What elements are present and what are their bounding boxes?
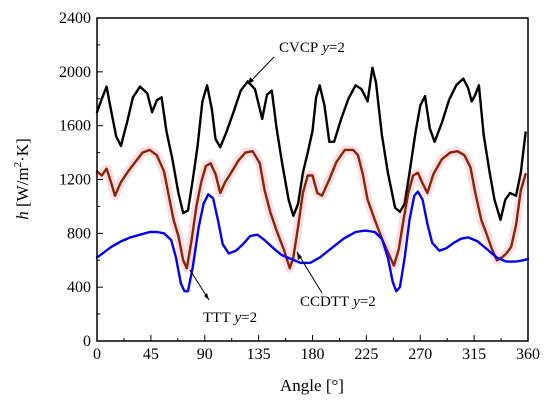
y-axis-title: h [W/m2·K] [12, 138, 32, 220]
annotation-name-ccdtt: CCDTT [300, 294, 349, 310]
x-axis-title: Angle [°] [280, 376, 344, 395]
series-line-ttt [95, 190, 530, 293]
y-axis-unit-sup: 2 [12, 162, 24, 168]
annotation-label-ttt: TTT y=2 [203, 310, 257, 326]
annotation-ttt: TTT y=2 [189, 269, 257, 326]
annotation-val-ccdtt: =2 [360, 294, 376, 310]
annotation-arrow-ccdtt [296, 251, 323, 294]
y-tick-label: 400 [67, 279, 91, 296]
y-tick-label: 1200 [59, 172, 91, 189]
arrow-head-cvcp [248, 77, 254, 84]
x-tick-label: 135 [247, 346, 271, 363]
y-tick-label: 800 [67, 225, 91, 242]
x-tick-label: 270 [408, 346, 432, 363]
series-layer [95, 66, 530, 293]
x-tick-label: 45 [143, 346, 159, 363]
arrow-head-ttt [204, 293, 209, 300]
y-axis-unit-open: [W/m [13, 167, 32, 211]
y-tick-label: 2000 [59, 64, 91, 81]
annotation-val-cvcp: =2 [329, 40, 345, 56]
y-axis-unit-close: ·K] [13, 138, 32, 162]
annotation-ccdtt: CCDTT y=2 [296, 251, 376, 310]
series-line-cvcp [95, 66, 527, 222]
arrow-head-ccdtt [297, 252, 302, 260]
annotation-var-ttt: y [233, 310, 242, 326]
y-tick-label: 1600 [59, 118, 91, 135]
x-tick-label: 360 [516, 346, 540, 363]
x-tick-label: 315 [462, 346, 486, 363]
x-tick-label: 225 [354, 346, 378, 363]
x-tick-label: 180 [301, 346, 325, 363]
annotation-var-cvcp: y [320, 40, 329, 56]
annotation-name-cvcp: CVCP [279, 40, 318, 56]
series-line-ccdtt [95, 148, 527, 270]
annotation-val-ttt: =2 [241, 310, 257, 326]
annotation-name-ttt: TTT [203, 310, 231, 326]
x-tick-label: 0 [93, 346, 101, 363]
x-tick-label: 90 [197, 346, 213, 363]
y-tick-label: 2400 [59, 10, 91, 27]
annotation-var-ccdtt: y [351, 294, 360, 310]
x-axis-ticks: 0 45 90 135 180 225 270 315 360 [93, 335, 540, 363]
annotation-cvcp: CVCP y=2 [247, 40, 345, 85]
y-tick-label: 0 [83, 333, 91, 350]
annotation-label-cvcp: CVCP y=2 [279, 40, 345, 56]
y-axis-var: h [13, 211, 32, 220]
y-axis-ticks: 0 400 800 1200 1600 2000 2400 [59, 10, 103, 350]
annotation-label-ccdtt: CCDTT y=2 [300, 294, 376, 310]
